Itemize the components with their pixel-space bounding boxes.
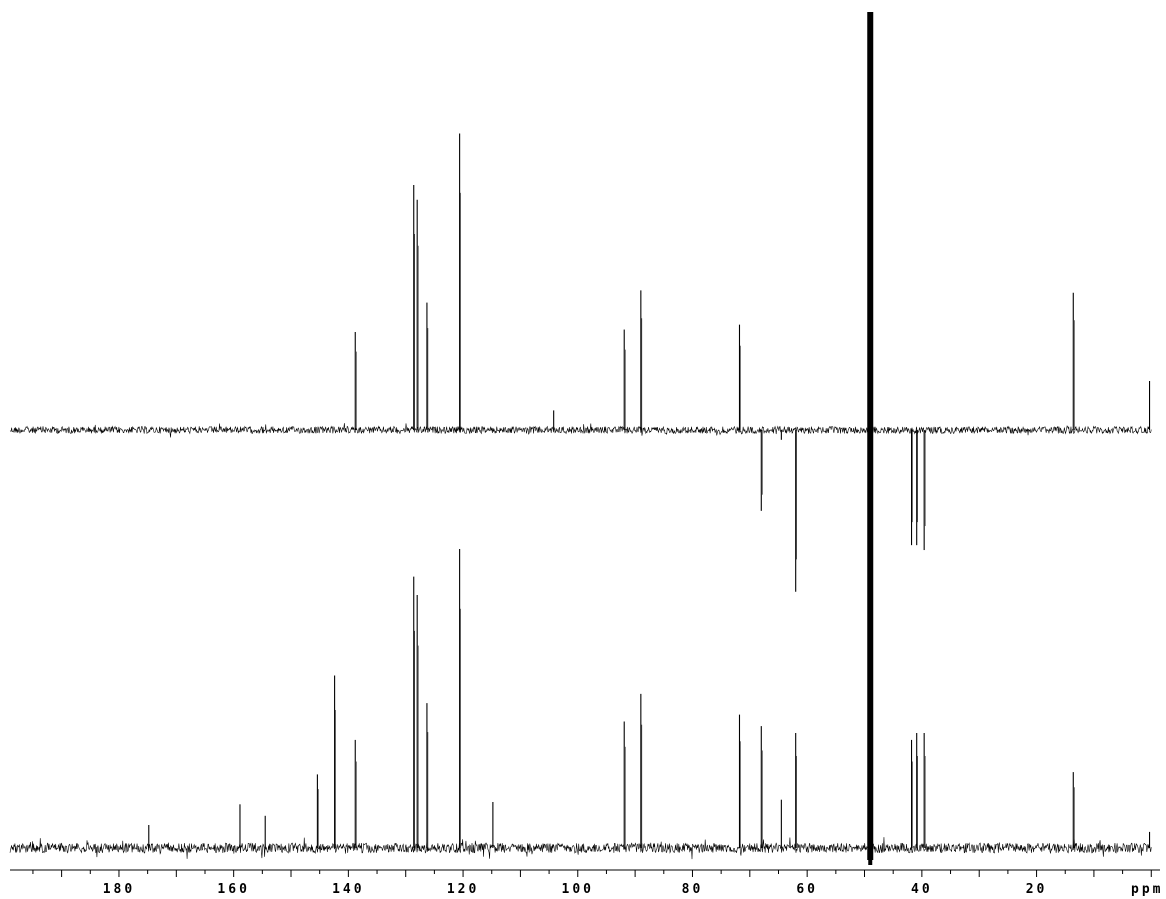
x-tick-label: 40 [911, 882, 933, 897]
x-tick-label: 80 [682, 882, 704, 897]
solvent-peak-bar [867, 12, 874, 860]
x-tick-label: 180 [103, 882, 135, 897]
x-tick-label: 160 [217, 882, 249, 897]
x-tick-label: 20 [1026, 882, 1048, 897]
solvent-peak-base [868, 745, 873, 865]
x-tick-label: 140 [332, 882, 364, 897]
baseline-noise [9, 423, 1152, 438]
x-tick-label: 120 [447, 882, 479, 897]
baseline-noise [9, 837, 1152, 860]
x-axis: 180 160 140 120 100 80 60 40 20 [10, 869, 1160, 897]
solvent-peak-group [867, 12, 874, 865]
x-tick-label: 100 [562, 882, 594, 897]
spectra-group [9, 133, 1152, 860]
x-tick-label: 60 [796, 882, 818, 897]
x-axis-unit-label: ppm [1131, 882, 1163, 897]
spectrum-2 [9, 549, 1152, 860]
spectrum-1 [9, 133, 1152, 592]
